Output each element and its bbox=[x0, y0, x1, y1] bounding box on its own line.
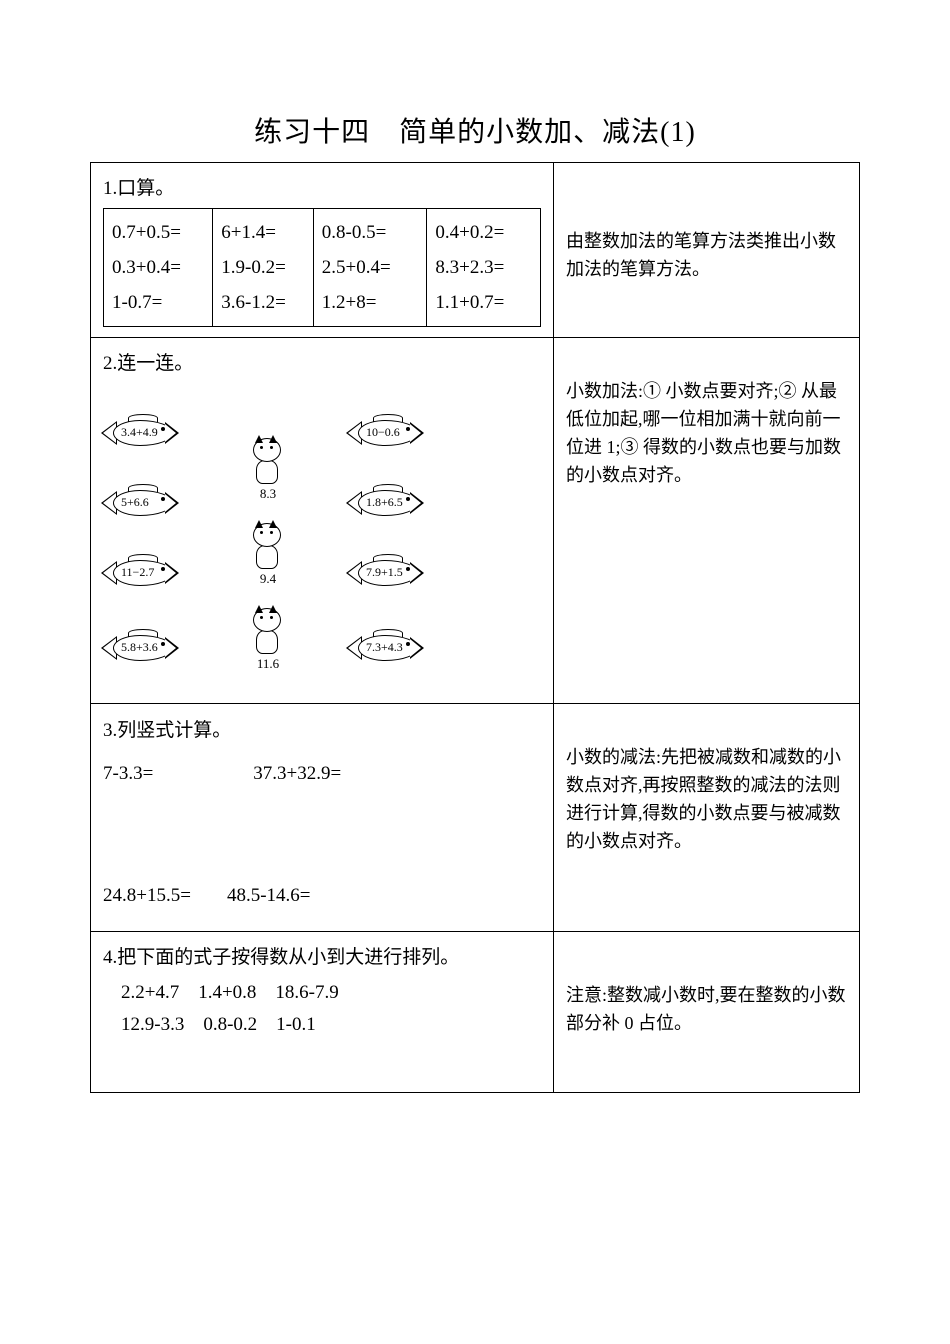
section3-note: 小数的减法:先把被减数和减数的小数点对齐,再按照整数的减法的法则进行计算,得数的… bbox=[566, 714, 847, 856]
fish-icon: 11−2.7 bbox=[103, 553, 183, 593]
section2-right: 小数加法:① 小数点要对齐;② 从最低位加起,哪一位相加满十就向前一位进 1;③… bbox=[554, 338, 860, 704]
fish-icon: 1.8+6.5 bbox=[348, 483, 428, 523]
fish-icon: 3.4+4.9 bbox=[103, 413, 183, 453]
section1-c4: 0.4+0.2= 8.3+2.3= 1.1+0.7= bbox=[427, 209, 541, 327]
section1-c1: 0.7+0.5= 0.3+0.4= 1-0.7= bbox=[104, 209, 213, 327]
worksheet-title: 练习十四 简单的小数加、减法(1) bbox=[90, 110, 860, 150]
section2-canvas: 3.4+4.9 5+6.6 11−2.7 5.8+3.6 10−0.6 1.8+6.5 7.… bbox=[103, 383, 541, 693]
cat-icon: 9.4 bbox=[248, 523, 288, 585]
section1-c2: 6+1.4= 1.9-0.2= 3.6-1.2= bbox=[213, 209, 314, 327]
worksheet-table: 1.口算。 0.7+0.5= 0.3+0.4= 1-0.7= 6+1.4= 1.… bbox=[90, 162, 860, 1093]
section4-expr-line2: 12.9-3.3 0.8-0.2 1-0.1 bbox=[103, 1009, 541, 1041]
section1-left: 1.口算。 0.7+0.5= 0.3+0.4= 1-0.7= 6+1.4= 1.… bbox=[91, 163, 554, 338]
section2-heading: 2.连一连。 bbox=[103, 348, 541, 375]
fish-label: 3.4+4.9 bbox=[121, 425, 158, 440]
section3-exp1b: 37.3+32.9= bbox=[253, 757, 341, 791]
section3-exp2a: 24.8+15.5= bbox=[103, 879, 191, 913]
cat-label: 8.3 bbox=[248, 486, 288, 502]
fish-label: 11−2.7 bbox=[121, 565, 154, 580]
section1-right: 由整数加法的笔算方法类推出小数加法的笔算方法。 bbox=[554, 163, 860, 338]
fish-label: 10−0.6 bbox=[366, 425, 400, 440]
section1-c3: 0.8-0.5= 2.5+0.4= 1.2+8= bbox=[313, 209, 427, 327]
fish-icon: 5.8+3.6 bbox=[103, 628, 183, 668]
section4-left: 4.把下面的式子按得数从小到大进行排列。 2.2+4.7 1.4+0.8 18.… bbox=[91, 931, 554, 1092]
section3-left: 3.列竖式计算。 7-3.3= 37.3+32.9= 24.8+15.5= 48… bbox=[91, 704, 554, 932]
cat-label: 11.6 bbox=[248, 656, 288, 672]
section4-note: 注意:整数减小数时,要在整数的小数部分补 0 占位。 bbox=[566, 942, 847, 1038]
fish-label: 7.3+4.3 bbox=[366, 640, 403, 655]
section4-right: 注意:整数减小数时,要在整数的小数部分补 0 占位。 bbox=[554, 931, 860, 1092]
fish-icon: 5+6.6 bbox=[103, 483, 183, 523]
section3-heading: 3.列竖式计算。 bbox=[103, 714, 541, 748]
section4-heading: 4.把下面的式子按得数从小到大进行排列。 bbox=[103, 942, 541, 969]
section3-right: 小数的减法:先把被减数和减数的小数点对齐,再按照整数的减法的法则进行计算,得数的… bbox=[554, 704, 860, 932]
fish-icon: 7.3+4.3 bbox=[348, 628, 428, 668]
fish-label: 1.8+6.5 bbox=[366, 495, 403, 510]
section1-inner-table: 0.7+0.5= 0.3+0.4= 1-0.7= 6+1.4= 1.9-0.2=… bbox=[103, 208, 541, 327]
fish-label: 5+6.6 bbox=[121, 495, 149, 510]
section4-expr-line1: 2.2+4.7 1.4+0.8 18.6-7.9 bbox=[103, 977, 541, 1009]
section2-left: 2.连一连。 3.4+4.9 5+6.6 11−2.7 5.8+3.6 10−0.6 1.… bbox=[91, 338, 554, 704]
section1-note: 由整数加法的笔算方法类推出小数加法的笔算方法。 bbox=[566, 173, 847, 284]
cat-icon: 8.3 bbox=[248, 438, 288, 500]
section2-note: 小数加法:① 小数点要对齐;② 从最低位加起,哪一位相加满十就向前一位进 1;③… bbox=[566, 348, 847, 490]
fish-label: 7.9+1.5 bbox=[366, 565, 403, 580]
cat-label: 9.4 bbox=[248, 571, 288, 587]
section1-heading: 1.口算。 bbox=[103, 173, 541, 200]
cat-icon: 11.6 bbox=[248, 608, 288, 670]
section3-exp1a: 7-3.3= bbox=[103, 757, 153, 791]
fish-icon: 7.9+1.5 bbox=[348, 553, 428, 593]
section3-exp2b: 48.5-14.6= bbox=[227, 879, 311, 913]
fish-icon: 10−0.6 bbox=[348, 413, 428, 453]
fish-label: 5.8+3.6 bbox=[121, 640, 158, 655]
